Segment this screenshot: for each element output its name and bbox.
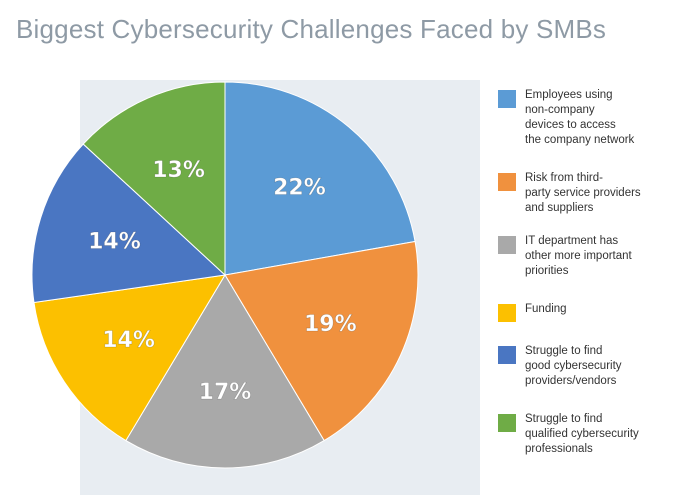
pie-slice-3 (125, 274, 325, 469)
slice-value-label-1: 22% (273, 175, 326, 200)
slice-value-label-5: 14% (88, 230, 141, 255)
slice-value-label-6: 13% (152, 158, 205, 183)
legend-label: IT department has other more important p… (525, 235, 632, 277)
legend-swatch (498, 236, 516, 254)
legend-swatch (498, 90, 516, 108)
pie-slice-5 (31, 143, 227, 304)
slice-value-label-2: 19% (304, 312, 357, 337)
pie-slice-4 (33, 274, 226, 442)
legend-label: Struggle to find good cybersecurity prov… (525, 345, 622, 387)
legend-label: Risk from third- party service providers… (525, 172, 641, 214)
legend-label: Funding (525, 303, 567, 315)
legend-swatch (498, 304, 516, 322)
pie-slice-6 (82, 81, 226, 277)
legend-swatch (498, 173, 516, 191)
legend-swatch (498, 414, 516, 432)
pie-slice-2 (224, 240, 419, 442)
slice-value-label-4: 14% (102, 328, 155, 353)
legend-label: Employees using non-company devices to a… (525, 89, 635, 146)
pie-slice-1 (224, 81, 416, 276)
slice-value-label-3: 17% (199, 380, 252, 405)
legend-swatch (498, 346, 516, 364)
legend-label: Struggle to find qualified cybersecurity… (525, 413, 639, 455)
chart-title: Biggest Cybersecurity Challenges Faced b… (16, 14, 607, 44)
